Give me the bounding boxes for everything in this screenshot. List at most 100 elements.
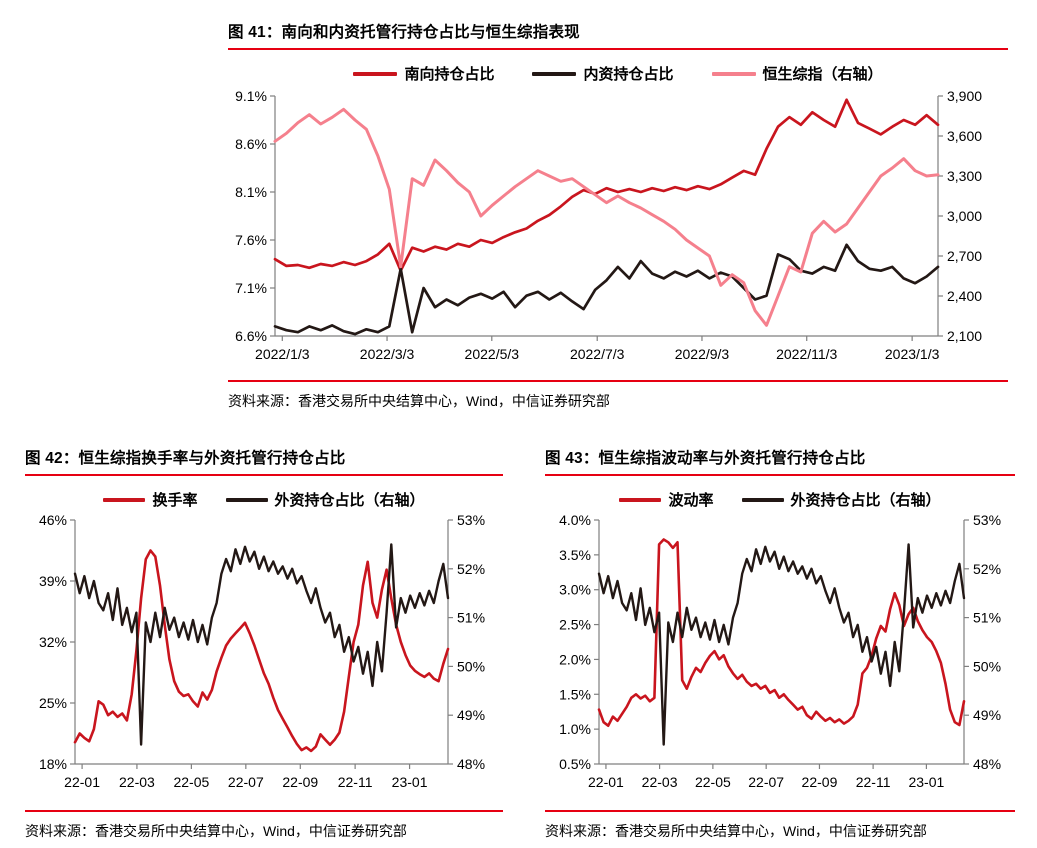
svg-text:22-07: 22-07 [748, 774, 784, 790]
line-chart-fig41: 9.1% 8.6% 8.1% 7.6% 7.1% 6.6% 3,900 3,600 3,300 3… [235, 88, 982, 362]
svg-text:3,300: 3,300 [947, 168, 982, 184]
svg-text:2022/11/3: 2022/11/3 [776, 346, 837, 362]
svg-text:0.5%: 0.5% [559, 756, 591, 772]
svg-text:22-03: 22-03 [119, 774, 155, 790]
source-note: 资料来源：香港交易所中央结算中心，Wind，中信证券研究部 [545, 823, 927, 839]
svg-text:7.6%: 7.6% [235, 232, 267, 248]
svg-text:22-09: 22-09 [282, 774, 318, 790]
svg-text:50%: 50% [457, 658, 485, 674]
line-chart-fig43: 4.0% 3.5% 3.0% 2.5% 2.0% 1.5% 1.0% 0.5% 53% 52% 51… [559, 514, 1001, 790]
svg-text:2,400: 2,400 [947, 288, 982, 304]
source-rule [545, 810, 1015, 812]
svg-text:2,100: 2,100 [947, 328, 982, 344]
svg-text:46%: 46% [39, 514, 67, 528]
svg-text:6.6%: 6.6% [235, 328, 267, 344]
svg-text:1.0%: 1.0% [559, 721, 591, 737]
svg-text:3.0%: 3.0% [559, 582, 591, 598]
svg-text:9.1%: 9.1% [235, 88, 267, 104]
svg-text:2022/1/3: 2022/1/3 [255, 346, 310, 362]
source-rule [25, 810, 503, 812]
legend-item-foreign: 外资持仓占比（右轴） [741, 489, 941, 510]
chart-legend: 波动率 外资持仓占比（右轴） [545, 489, 1015, 510]
svg-text:49%: 49% [457, 707, 485, 723]
source-note: 资料来源：香港交易所中央结算中心，Wind，中信证券研究部 [25, 823, 407, 839]
svg-text:22-09: 22-09 [802, 774, 838, 790]
svg-text:3.5%: 3.5% [559, 547, 591, 563]
figure-42: 图 42：恒生综指换手率与外资托管行持仓占比 换手率 外资持仓占比（右轴） 46… [25, 446, 503, 841]
legend-item-southbound: 南向持仓占比 [353, 63, 494, 84]
svg-text:4.0%: 4.0% [559, 514, 591, 528]
svg-text:2022/9/3: 2022/9/3 [675, 346, 730, 362]
svg-text:23-01: 23-01 [392, 774, 428, 790]
svg-text:50%: 50% [973, 658, 1001, 674]
legend-label: 内资持仓占比 [583, 66, 674, 83]
legend-line-swatch [353, 71, 398, 76]
svg-text:3,900: 3,900 [947, 88, 982, 104]
source-rule [228, 380, 1008, 382]
svg-text:2.5%: 2.5% [559, 617, 591, 633]
title-rule [25, 474, 503, 476]
chart-legend: 南向持仓占比 内资持仓占比 恒生综指（右轴） [228, 63, 1008, 84]
svg-text:7.1%: 7.1% [235, 280, 267, 296]
source-note: 资料来源：香港交易所中央结算中心，Wind，中信证券研究部 [228, 393, 610, 409]
legend-label: 外资持仓占比（右轴） [274, 492, 425, 509]
legend-line-swatch [532, 71, 577, 76]
legend-item-domestic: 内资持仓占比 [532, 63, 674, 84]
legend-label: 南向持仓占比 [404, 66, 495, 83]
svg-text:2022/3/3: 2022/3/3 [360, 346, 415, 362]
title-rule [545, 474, 1015, 476]
svg-text:2022/5/3: 2022/5/3 [465, 346, 520, 362]
svg-text:8.1%: 8.1% [235, 184, 267, 200]
svg-text:25%: 25% [39, 695, 67, 711]
svg-text:23-01: 23-01 [908, 774, 944, 790]
legend-line-swatch [619, 497, 662, 502]
legend-label: 外资持仓占比（右轴） [790, 492, 941, 509]
svg-text:22-07: 22-07 [228, 774, 264, 790]
svg-text:2.0%: 2.0% [559, 651, 591, 667]
svg-text:22-05: 22-05 [173, 774, 209, 790]
svg-text:52%: 52% [973, 561, 1001, 577]
svg-text:22-03: 22-03 [642, 774, 678, 790]
svg-text:51%: 51% [973, 610, 1001, 626]
legend-line-swatch [103, 497, 146, 502]
svg-text:8.6%: 8.6% [235, 136, 267, 152]
chart-legend: 换手率 外资持仓占比（右轴） [25, 489, 503, 510]
svg-text:2,700: 2,700 [947, 248, 982, 264]
line-chart-fig42: 46% 39% 32% 25% 18% 53% 52% 51% 50% 49% 48% 22-01 22… [39, 514, 485, 790]
svg-text:49%: 49% [973, 707, 1001, 723]
svg-text:53%: 53% [973, 514, 1001, 528]
svg-text:1.5%: 1.5% [559, 686, 591, 702]
svg-text:2023/1/3: 2023/1/3 [885, 346, 940, 362]
svg-text:22-01: 22-01 [588, 774, 624, 790]
figure-title: 图 42：恒生综指换手率与外资托管行持仓占比 [25, 450, 346, 467]
svg-text:22-11: 22-11 [338, 774, 373, 790]
svg-text:53%: 53% [457, 514, 485, 528]
figure-title: 图 41：南向和内资托管行持仓占比与恒生综指表现 [228, 24, 580, 41]
legend-item-hsci: 恒生综指（右轴） [711, 63, 883, 84]
legend-line-swatch [711, 71, 756, 76]
legend-item-volatility: 波动率 [619, 489, 714, 510]
figure-43: 图 43：恒生综指波动率与外资托管行持仓占比 波动率 外资持仓占比（右轴） 4.… [545, 446, 1015, 841]
svg-text:3,000: 3,000 [947, 208, 982, 224]
svg-text:52%: 52% [457, 561, 485, 577]
svg-text:48%: 48% [457, 756, 485, 772]
svg-text:48%: 48% [973, 756, 1001, 772]
legend-line-swatch [225, 497, 268, 502]
figure-title: 图 43：恒生综指波动率与外资托管行持仓占比 [545, 450, 866, 467]
svg-text:22-01: 22-01 [64, 774, 100, 790]
legend-item-turnover: 换手率 [103, 489, 198, 510]
svg-text:2022/7/3: 2022/7/3 [570, 346, 625, 362]
figure-41: 图 41：南向和内资托管行持仓占比与恒生综指表现 南向持仓占比 内资持仓占比 恒… [228, 20, 1008, 411]
title-rule [228, 48, 1008, 50]
legend-line-swatch [741, 497, 784, 502]
legend-item-foreign: 外资持仓占比（右轴） [225, 489, 425, 510]
svg-text:39%: 39% [39, 573, 67, 589]
svg-text:32%: 32% [39, 634, 67, 650]
legend-label: 恒生综指（右轴） [762, 66, 883, 83]
svg-text:22-05: 22-05 [695, 774, 731, 790]
svg-text:18%: 18% [39, 756, 67, 772]
svg-text:51%: 51% [457, 610, 485, 626]
legend-label: 波动率 [668, 492, 714, 509]
legend-label: 换手率 [152, 492, 198, 509]
